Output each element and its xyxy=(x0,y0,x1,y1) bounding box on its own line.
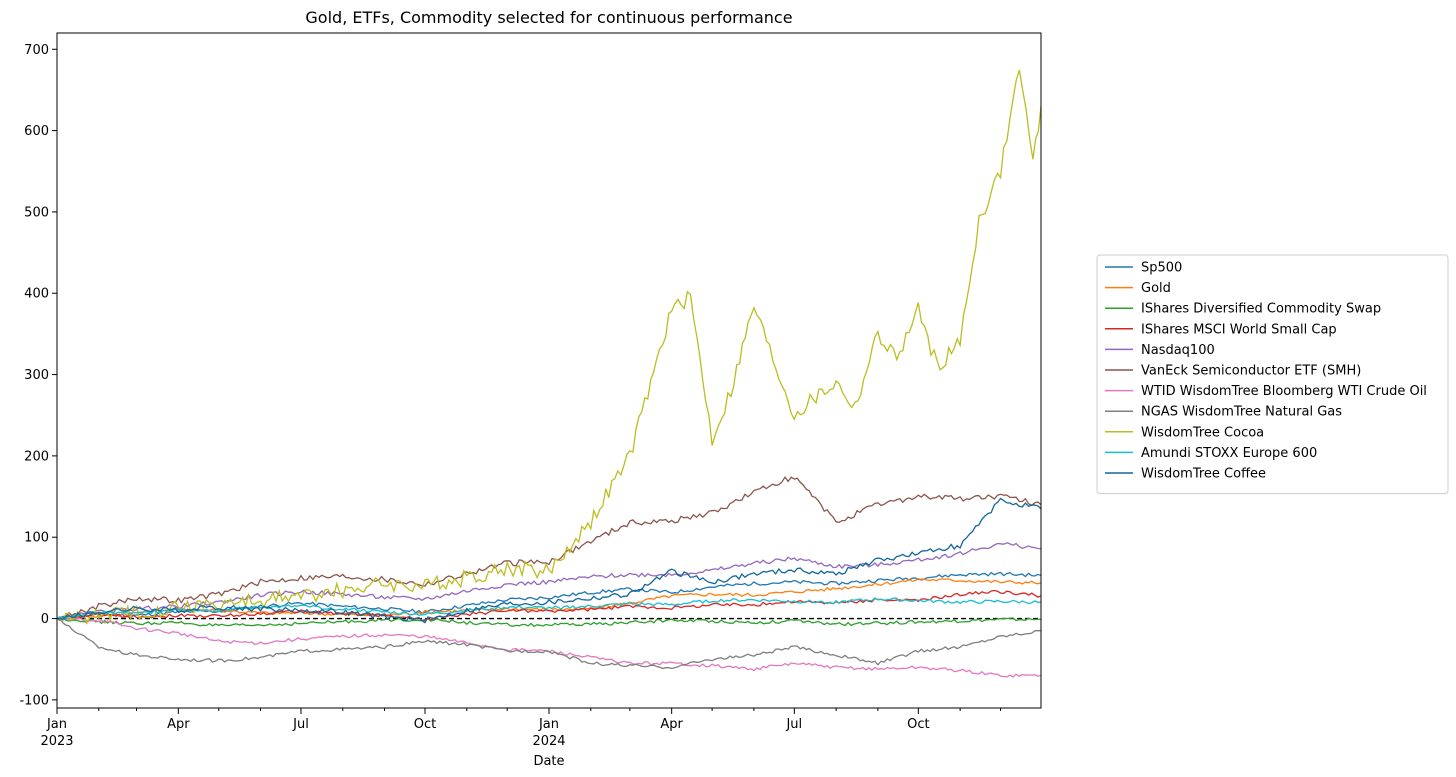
y-tick-label: 0 xyxy=(41,612,49,627)
x-tick-label: Jul xyxy=(292,717,309,732)
legend-label-wtid-wisdomtree-bloomberg-wti-crude-oil: WTID WisdomTree Bloomberg WTI Crude Oil xyxy=(1141,384,1427,399)
legend-label-ishares-diversified-commodity-swap: IShares Diversified Commodity Swap xyxy=(1141,302,1381,317)
x-tick-year-label: 2023 xyxy=(40,734,73,749)
series-line-wtid-wisdomtree-bloomberg-wti-crude-oil xyxy=(57,616,1041,678)
series-line-vaneck-semiconductor-etf-smh- xyxy=(57,475,1041,622)
legend-box xyxy=(1096,254,1449,495)
x-tick-label: Jul xyxy=(785,717,802,732)
y-tick-label: -100 xyxy=(19,693,49,708)
y-tick-label: 600 xyxy=(24,124,49,139)
series-group xyxy=(57,69,1041,678)
y-tick-label: 100 xyxy=(24,531,49,546)
legend-label-wisdomtree-coffee: WisdomTree Coffee xyxy=(1141,467,1266,482)
legend-label-amundi-stoxx-europe-600: Amundi STOXX Europe 600 xyxy=(1141,446,1317,461)
y-tick-label: 400 xyxy=(24,287,49,302)
axes: -100 0 100 200 300 400 500 600 700 Jan 2023 Apr Jul O… xyxy=(19,32,1042,749)
y-tick-label: 200 xyxy=(24,449,49,464)
plot-area xyxy=(57,69,1041,678)
x-axis-title: Date xyxy=(533,754,564,769)
series-line-ishares-diversified-commodity-swap xyxy=(57,617,1041,628)
legend-label-ngas-wisdomtree-natural-gas: NGAS WisdomTree Natural Gas xyxy=(1141,405,1342,420)
legend-label-sp500: Sp500 xyxy=(1141,261,1182,276)
legend-label-ishares-msci-world-small-cap: IShares MSCI World Small Cap xyxy=(1141,322,1337,337)
series-line-wisdomtree-cocoa xyxy=(57,69,1041,625)
chart-title: Gold, ETFs, Commodity selected for conti… xyxy=(305,8,792,27)
x-tick-label: Apr xyxy=(660,717,683,732)
y-tick-label: 300 xyxy=(24,368,49,383)
x-tick-label: Jan xyxy=(538,717,559,732)
y-tick-label: 700 xyxy=(24,43,49,58)
legend-label-nasdaq100: Nasdaq100 xyxy=(1141,343,1215,358)
x-tick-label: Apr xyxy=(167,717,190,732)
legend: Sp500 Gold IShares Diversified Commodity S… xyxy=(1096,254,1449,495)
series-line-nasdaq100 xyxy=(57,542,1041,620)
x-tick-label: Oct xyxy=(907,717,929,732)
series-line-amundi-stoxx-europe-600 xyxy=(57,597,1041,620)
y-tick-label: 500 xyxy=(24,205,49,220)
series-line-wisdomtree-coffee xyxy=(57,497,1041,624)
x-tick-label: Jan xyxy=(46,717,67,732)
x-tick-label: Oct xyxy=(414,717,436,732)
legend-label-gold: Gold xyxy=(1141,281,1171,296)
legend-label-wisdomtree-cocoa: WisdomTree Cocoa xyxy=(1141,425,1264,440)
series-line-ngas-wisdomtree-natural-gas xyxy=(57,617,1041,670)
x-tick-year-label: 2024 xyxy=(532,734,565,749)
legend-label-vaneck-semiconductor-etf-smh-: VanEck Semiconductor ETF (SMH) xyxy=(1141,364,1361,379)
